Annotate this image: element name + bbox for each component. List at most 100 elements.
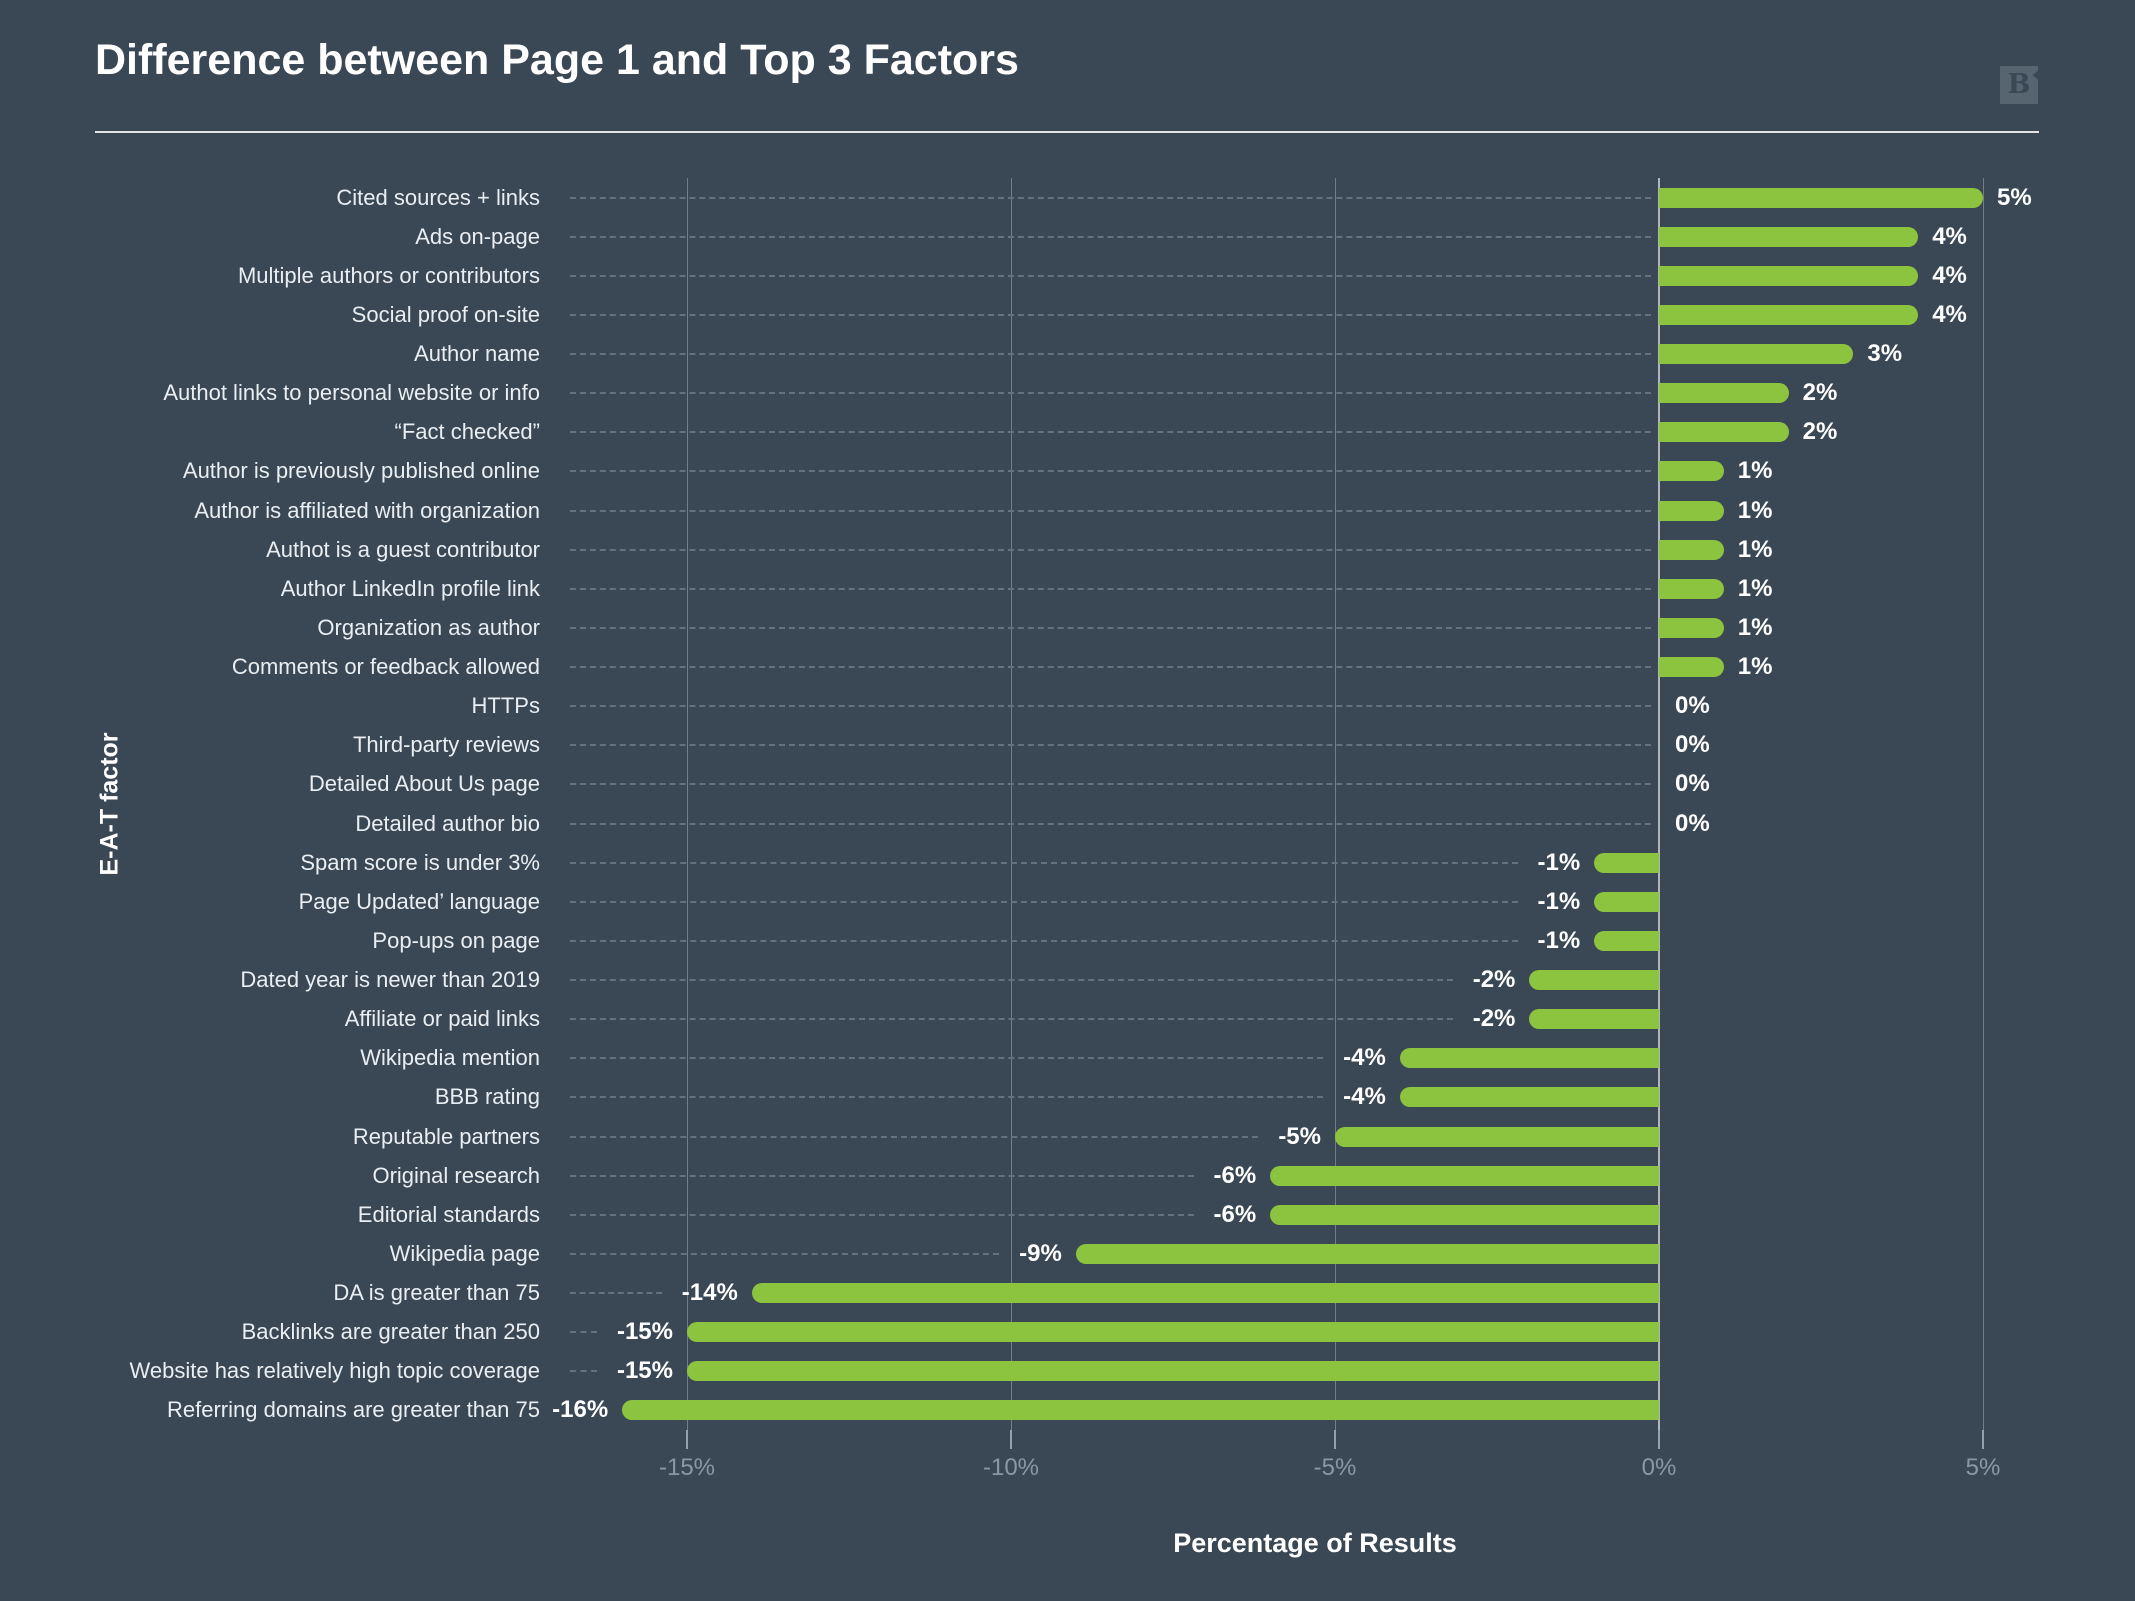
row-gridline	[570, 470, 1651, 473]
bar	[1659, 383, 1789, 404]
x-gridline	[1011, 178, 1012, 1430]
row-label: Affiliate or paid links	[344, 1006, 540, 1032]
value-label: -14%	[681, 1279, 738, 1307]
x-axis-title: Percentage of Results	[1173, 1528, 1457, 1558]
row-label: Reputable partners	[352, 1123, 540, 1149]
value-label: 1%	[1737, 653, 1773, 681]
row-gridline	[570, 353, 1651, 356]
bar	[1659, 461, 1724, 482]
row-label: Third-party reviews	[352, 732, 540, 758]
bar	[1659, 539, 1724, 560]
row-label: Wikipedia mention	[360, 1045, 540, 1071]
value-label: 1%	[1737, 457, 1773, 485]
row-label: BBB rating	[434, 1084, 540, 1110]
value-label: 2%	[1802, 418, 1838, 446]
row-gridline	[570, 1370, 597, 1373]
row-gridline	[570, 861, 1518, 864]
x-gridline	[687, 178, 688, 1430]
row-gridline	[570, 900, 1518, 903]
row-gridline	[570, 1213, 1194, 1216]
row-gridline	[570, 196, 1651, 199]
page-title: Difference between Page 1 and Top 3 Fact…	[95, 36, 1019, 84]
row-label: Authot is a guest contributor	[266, 536, 540, 562]
brand-logo-icon: B	[2000, 66, 2038, 104]
row-label: DA is greater than 75	[333, 1280, 540, 1306]
row-gridline	[570, 1174, 1194, 1177]
x-tick-mark	[686, 1430, 688, 1449]
value-label: 5%	[1997, 183, 2032, 211]
row-gridline	[570, 666, 1651, 669]
row-label: Social proof on-site	[351, 301, 540, 327]
x-tick-label: 0%	[1641, 1454, 1677, 1481]
value-label: 1%	[1737, 574, 1773, 602]
bar	[687, 1361, 1659, 1382]
row-label: Multiple authors or contributors	[237, 262, 540, 288]
value-label: -1%	[1537, 848, 1581, 876]
row-gridline	[570, 1252, 1000, 1255]
bar	[1399, 1048, 1659, 1069]
bar	[622, 1400, 1659, 1421]
value-label: 0%	[1675, 809, 1710, 837]
row-gridline	[570, 1057, 1324, 1060]
value-label: 4%	[1932, 261, 1967, 289]
x-tick-label: 5%	[1965, 1454, 2001, 1481]
bar	[1659, 265, 1919, 286]
bar	[1529, 970, 1659, 991]
bar	[1594, 891, 1659, 912]
row-label: Authot links to personal website or info	[163, 380, 540, 406]
bar	[751, 1283, 1659, 1304]
value-label: 4%	[1932, 300, 1967, 328]
value-label: 1%	[1737, 613, 1773, 641]
row-label: Page Updated’ language	[298, 888, 540, 914]
row-label: Backlinks are greater than 250	[241, 1319, 540, 1345]
bar	[1270, 1165, 1659, 1186]
row-gridline	[570, 1135, 1259, 1138]
value-label: 2%	[1802, 379, 1838, 407]
row-label: Website has relatively high topic covera…	[129, 1358, 540, 1384]
row-label: Referring domains are greater than 75	[167, 1397, 540, 1423]
value-label: -4%	[1343, 1044, 1386, 1072]
row-label: Detailed About Us page	[308, 771, 540, 797]
row-label: Detailed author bio	[355, 810, 540, 836]
x-axis-zero-line	[1658, 178, 1660, 1430]
row-gridline	[570, 235, 1651, 238]
bar	[1659, 657, 1724, 678]
x-tick-label: -5%	[1313, 1454, 1357, 1481]
row-gridline	[570, 392, 1651, 395]
row-gridline	[570, 1292, 662, 1295]
value-label: 1%	[1737, 496, 1773, 524]
row-gridline	[570, 431, 1651, 434]
x-gridline	[1335, 178, 1336, 1430]
x-gridline	[1983, 178, 1984, 1430]
value-label: 0%	[1675, 731, 1710, 759]
row-label: HTTPs	[471, 693, 540, 719]
x-tick-mark	[1334, 1430, 1336, 1449]
x-tick-label: -15%	[658, 1454, 716, 1481]
row-label: “Fact checked”	[394, 419, 541, 445]
bar	[1335, 1126, 1659, 1147]
row-label: Wikipedia page	[389, 1240, 540, 1266]
bar	[1659, 578, 1724, 599]
value-label: 4%	[1932, 222, 1967, 250]
bar	[1270, 1204, 1659, 1225]
row-gridline	[570, 705, 1651, 708]
bar	[687, 1322, 1659, 1343]
bar	[1659, 226, 1919, 247]
x-tick-label: -10%	[982, 1454, 1040, 1481]
bar	[1659, 500, 1724, 521]
bar	[1659, 344, 1854, 365]
row-label: Pop-ups on page	[372, 927, 540, 953]
value-label: -1%	[1537, 887, 1581, 915]
row-label: Dated year is newer than 2019	[240, 967, 540, 993]
row-gridline	[570, 626, 1651, 629]
bar	[1075, 1243, 1659, 1264]
row-label: Author name	[414, 341, 540, 367]
value-label: 0%	[1675, 692, 1710, 720]
value-label: 1%	[1737, 535, 1773, 563]
bar	[1659, 422, 1789, 443]
row-gridline	[570, 939, 1518, 942]
row-label: Cited sources + links	[336, 184, 540, 210]
value-label: -6%	[1213, 1200, 1257, 1228]
